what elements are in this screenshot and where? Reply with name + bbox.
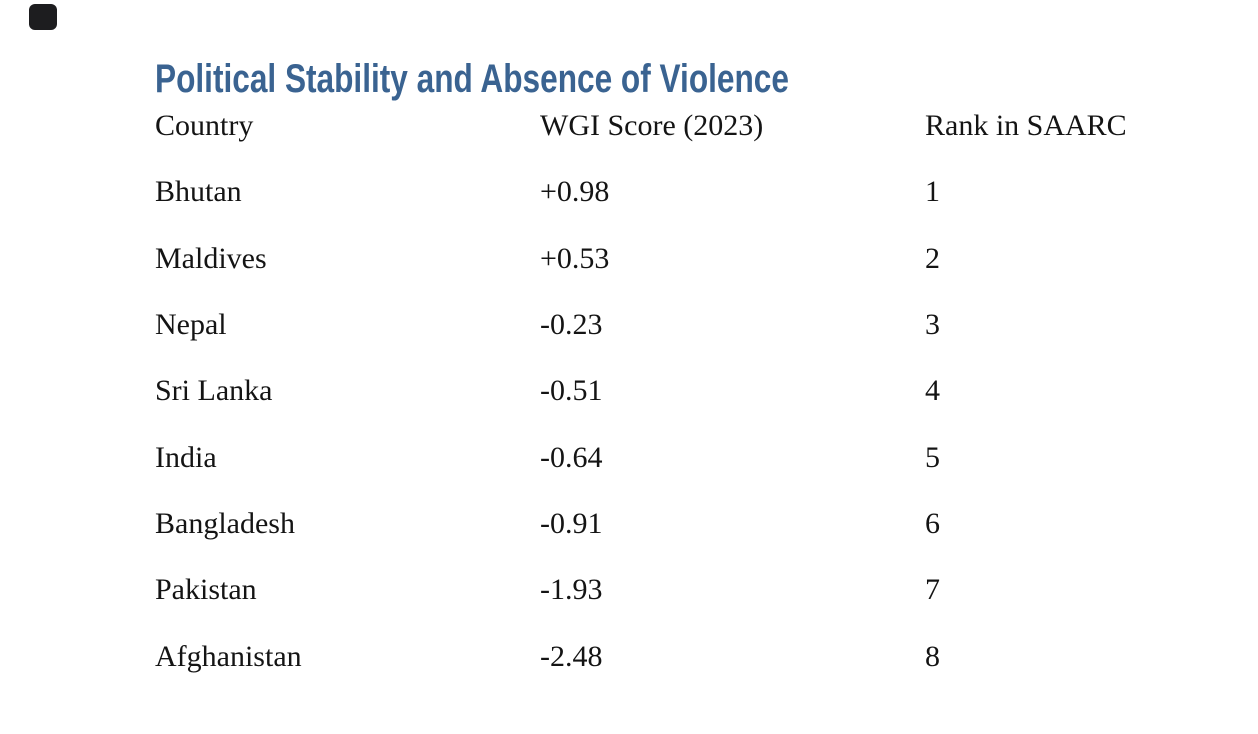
score-cell: -0.64 <box>540 440 603 474</box>
rank-cell: 3 <box>925 308 940 342</box>
column-header-wgi-score: WGI Score (2023) <box>540 109 764 143</box>
score-cell: -2.48 <box>540 639 603 673</box>
score-cell: +0.98 <box>540 175 610 209</box>
page-title: Political Stability and Absence of Viole… <box>155 57 789 101</box>
rank-cell: 6 <box>925 506 940 540</box>
top-left-dark-marker <box>29 4 57 30</box>
rank-cell: 8 <box>925 639 940 673</box>
country-cell: Nepal <box>155 308 227 342</box>
score-cell: -0.51 <box>540 374 603 408</box>
column-header-rank: Rank in SAARC <box>925 109 1127 143</box>
rank-cell: 2 <box>925 241 940 275</box>
rank-cell: 4 <box>925 374 940 408</box>
country-cell: Bhutan <box>155 175 242 209</box>
score-cell: +0.53 <box>540 241 610 275</box>
score-cell: -0.23 <box>540 308 603 342</box>
country-cell: Bangladesh <box>155 506 295 540</box>
political-stability-table: Country WGI Score (2023) Rank in SAARC B… <box>155 93 1258 690</box>
country-cell: Maldives <box>155 241 267 275</box>
rank-cell: 5 <box>925 440 940 474</box>
column-header-country: Country <box>155 109 254 143</box>
rank-cell: 1 <box>925 175 940 209</box>
rank-cell: 7 <box>925 573 940 607</box>
country-cell: India <box>155 440 217 474</box>
country-cell: Sri Lanka <box>155 374 273 408</box>
country-cell: Afghanistan <box>155 639 302 673</box>
country-cell: Pakistan <box>155 573 257 607</box>
score-cell: -1.93 <box>540 573 603 607</box>
score-cell: -0.91 <box>540 506 603 540</box>
